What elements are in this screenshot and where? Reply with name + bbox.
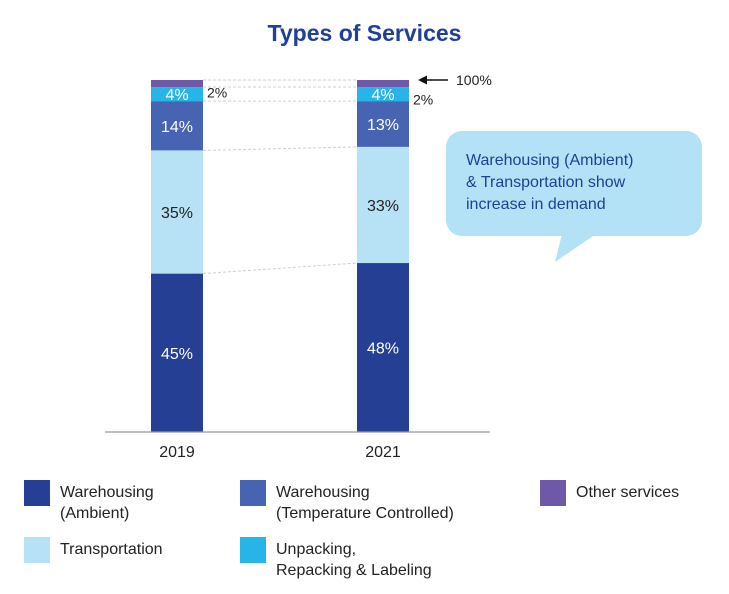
total-arrow-head [418,75,427,85]
bar-2019-segment-1 [151,150,203,274]
segment-label-2019-2: 14% [161,119,193,136]
total-annotation: 100% [418,72,492,88]
segment-label-2021-4: 2% [413,92,433,108]
connector-line-1 [202,146,358,151]
legend-label-2: Warehousing (Temperature Controlled) [276,484,454,522]
legend-swatch-2 [240,480,266,506]
segment-label-2019-0: 45% [161,346,193,363]
segment-label-2019-1: 35% [161,205,193,222]
segment-label-2021-3: 4% [371,87,394,104]
legend-swatch-0 [24,480,50,506]
connector-line-0 [202,262,358,275]
segment-label-2019-4: 2% [207,85,227,101]
callout-bubble [446,131,702,236]
legend-label-1: Transportation [60,541,163,558]
legend-swatch-4 [540,480,566,506]
x-tick-2021: 2021 [365,444,401,461]
connector-lines [202,79,358,275]
x-tick-2019: 2019 [159,444,195,461]
bar-2021-segment-0 [357,263,409,432]
bar-2019-segment-4 [151,80,203,88]
bar-2019-segment-2 [151,101,203,151]
bar-2019-segment-3 [151,87,203,102]
total-annotation-label: 100% [456,72,492,88]
segment-label-2021-2: 13% [367,117,399,134]
segment-label-2021-0: 48% [367,341,399,358]
bar-2019-segment-0 [151,273,203,432]
bar-2021-segment-2 [357,101,409,147]
bars [151,80,409,432]
legend-label-4: Other services [576,484,680,501]
segment-label-2019-3: 4% [165,87,188,104]
x-tick-labels: 2019 2021 [159,444,401,461]
bar-2021-segment-1 [357,146,409,264]
segment-label-2021-1: 33% [367,198,399,215]
chart-title: Types of Services [267,20,462,46]
legend-swatch-3 [240,537,266,563]
legend-swatch-1 [24,537,50,563]
legend-label-0: Warehousing (Ambient) [60,484,154,522]
callout-text: Warehousing (Ambient) & Transportation s… [466,152,634,213]
legend-label-3: Unpacking, Repacking & Labeling [276,541,432,579]
segment-labels: 45% 35% 14% 4% 2% 48% 33% 13% 4% 2% [161,85,433,363]
bar-2021-segment-4 [357,80,409,88]
bar-2021-segment-3 [357,87,409,102]
